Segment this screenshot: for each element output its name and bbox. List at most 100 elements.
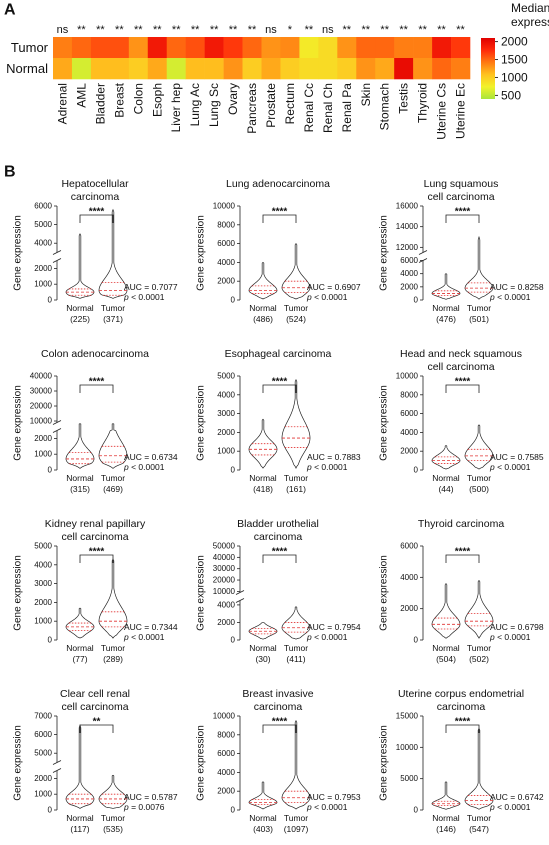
- count-label: (161): [286, 484, 306, 494]
- violin: [431, 781, 461, 810]
- column-label: Ovary: [226, 83, 240, 115]
- y-axis-label: Gene expression: [13, 215, 24, 291]
- y-tick-label: 3000: [217, 409, 235, 418]
- y-tick-label: 16000: [396, 202, 419, 211]
- y-axis-label: Gene expression: [13, 555, 24, 631]
- x-tick-label: Tumor: [101, 303, 125, 313]
- y-tick-label: 10000: [213, 712, 236, 721]
- y-tick-label: 2000: [400, 447, 418, 456]
- y-axis-label: Gene expression: [13, 385, 24, 461]
- heatmap-cell: [147, 37, 168, 59]
- y-tick-label: 5000: [34, 749, 52, 758]
- x-tick-label: Tumor: [467, 303, 491, 313]
- axis-break: [52, 420, 62, 425]
- y-tick-label: 2000: [217, 618, 235, 627]
- auc-label: AUC = 0.6907: [307, 282, 361, 292]
- auc-label: AUC = 0.7344: [124, 622, 178, 632]
- y-tick-label: 0: [48, 806, 53, 815]
- p-value-label: p < 0.0001: [489, 632, 531, 642]
- axis-break: [52, 258, 62, 263]
- count-label: (1097): [284, 824, 309, 834]
- y-axis-label: Gene expression: [196, 725, 207, 801]
- count-label: (225): [70, 314, 90, 324]
- x-tick-label: Tumor: [467, 473, 491, 483]
- significance-label: ns: [57, 24, 69, 36]
- y-tick-label: 10000: [396, 743, 419, 752]
- column-label: Bladder: [93, 83, 107, 124]
- y-axis-label: Gene expression: [379, 385, 390, 461]
- y-tick-label: 15000: [396, 712, 419, 721]
- p-symbol: p: [123, 462, 129, 472]
- column-label: AML: [74, 83, 88, 108]
- panel-label: A: [4, 2, 16, 19]
- y-tick-label: 4000: [400, 573, 418, 582]
- x-tick-label: Normal: [249, 473, 277, 483]
- x-tick-label: Tumor: [101, 813, 125, 823]
- significance-label: **: [456, 24, 465, 36]
- heatmap-cell: [432, 58, 452, 80]
- x-tick-label: Tumor: [101, 473, 125, 483]
- heatmap-cell: [166, 37, 186, 59]
- violin: [65, 233, 95, 299]
- y-tick-label: 4000: [217, 258, 235, 267]
- significance-bracket: [445, 214, 480, 223]
- x-tick-label: Normal: [66, 643, 94, 653]
- significance-label: **: [115, 24, 124, 36]
- violin: [65, 607, 95, 639]
- violin: [431, 583, 461, 639]
- y-tick-label: 20000: [30, 402, 53, 411]
- heatmap-cell: [451, 37, 471, 59]
- heatmap-cell: [147, 58, 168, 80]
- y-tick-label: 7000: [34, 712, 52, 721]
- count-label: (77): [72, 654, 87, 664]
- row-label: Normal: [6, 61, 48, 76]
- significance-label: ****: [455, 717, 471, 728]
- y-tick-label: 4000: [217, 768, 235, 777]
- significance-bracket: [79, 214, 114, 223]
- p-value-label: p < 0.0001: [306, 292, 348, 302]
- p-symbol: p: [306, 462, 312, 472]
- significance-label: ****: [272, 547, 288, 558]
- heatmap-cell: [356, 37, 376, 59]
- count-label: (547): [469, 824, 489, 834]
- violin: [98, 558, 128, 639]
- chart-title: Head and neck squamous: [400, 348, 522, 360]
- violin: [464, 579, 494, 639]
- heatmap-cell: [299, 58, 319, 80]
- y-tick-label: 0: [231, 466, 236, 475]
- significance-label: **: [134, 24, 143, 36]
- chart-title: Lung adenocarcinoma: [226, 178, 330, 190]
- y-tick-label: 4000: [217, 390, 235, 399]
- x-tick-label: Normal: [432, 813, 460, 823]
- x-tick-label: Normal: [66, 473, 94, 483]
- violin: [281, 243, 311, 300]
- y-tick-label: 10000: [396, 372, 419, 381]
- y-tick-label: 0: [48, 636, 53, 645]
- colorbar-title: Median: [511, 1, 549, 15]
- significance-bracket: [445, 724, 480, 733]
- x-tick-label: Normal: [432, 643, 460, 653]
- heatmap-cell: [128, 37, 149, 59]
- y-tick-label: 50000: [213, 542, 236, 551]
- count-label: (502): [469, 654, 489, 664]
- chart-title: Clear cell renal: [60, 688, 130, 700]
- column-label: Rectum: [283, 83, 297, 124]
- column-label: Uterine Cs: [435, 83, 449, 140]
- axis-break: [235, 590, 245, 595]
- count-label: (30): [255, 654, 270, 664]
- violin: [248, 261, 278, 300]
- p-symbol: p: [489, 632, 495, 642]
- y-tick-label: 0: [414, 466, 419, 475]
- heatmap-cell: [242, 58, 262, 80]
- y-tick-label: 0: [231, 296, 236, 305]
- heatmap-cell: [299, 37, 319, 59]
- y-tick-label: 6000: [400, 542, 418, 551]
- y-tick-label: 8000: [400, 390, 418, 399]
- y-tick-label: 4000: [34, 560, 52, 569]
- colorbar-tick-label: 1500: [501, 53, 528, 67]
- column-label: Pancreas: [245, 83, 259, 134]
- p-value: < 0.0001: [129, 292, 165, 302]
- p-symbol: p: [489, 462, 495, 472]
- y-tick-label: 5000: [217, 372, 235, 381]
- count-label: (501): [469, 314, 489, 324]
